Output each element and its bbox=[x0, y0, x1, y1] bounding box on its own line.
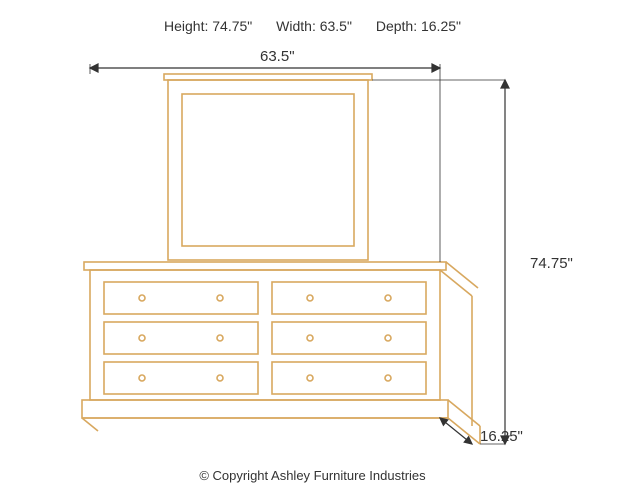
copyright-text: © Copyright Ashley Furniture Industries bbox=[0, 468, 625, 483]
header-dimensions: Height: 74.75" Width: 63.5" Depth: 16.25… bbox=[0, 18, 625, 34]
header-depth: Depth: 16.25" bbox=[376, 18, 461, 34]
furniture-diagram bbox=[60, 60, 580, 465]
header-width: Width: 63.5" bbox=[276, 18, 352, 34]
header-height: Height: 74.75" bbox=[164, 18, 252, 34]
